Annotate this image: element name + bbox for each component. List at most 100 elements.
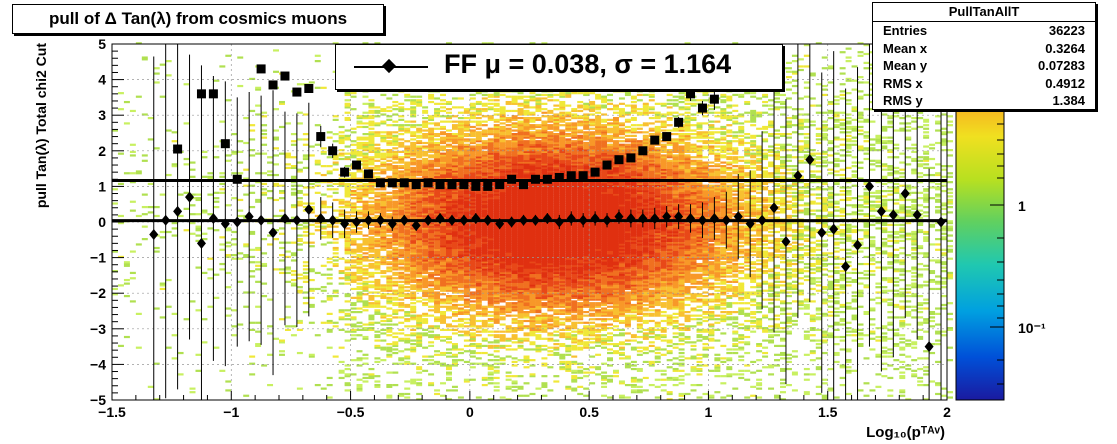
heatmap-cell <box>422 234 429 237</box>
heatmap-cell <box>374 278 381 282</box>
heatmap-cell <box>392 131 399 134</box>
heatmap-cell <box>368 150 375 153</box>
heatmap-cell <box>356 238 363 241</box>
heatmap-cell <box>279 191 285 194</box>
heatmap-cell <box>374 156 381 159</box>
heatmap-cell <box>231 257 238 260</box>
heatmap-cell <box>547 99 554 102</box>
heatmap-cell <box>398 157 405 161</box>
heatmap-cell <box>428 254 435 257</box>
heatmap-cell <box>147 116 154 120</box>
heatmap-cell <box>338 311 345 314</box>
heatmap-cell <box>487 287 494 291</box>
heatmap-cell <box>446 367 452 371</box>
heatmap-cell <box>451 344 458 348</box>
heatmap-cell <box>446 232 452 235</box>
heatmap-cell <box>428 170 435 173</box>
heatmap-cell <box>404 175 411 178</box>
heatmap-cell <box>463 303 470 307</box>
heatmap-cell <box>231 230 238 234</box>
heatmap-cell <box>434 296 441 299</box>
heatmap-cell <box>440 222 446 225</box>
heatmap-cell <box>380 202 387 205</box>
heatmap-cell <box>302 154 309 157</box>
heatmap-cell <box>457 189 464 193</box>
heatmap-cell <box>195 225 202 228</box>
heatmap-cell <box>416 177 423 180</box>
heatmap-cell <box>428 344 435 348</box>
heatmap-cell <box>398 222 405 225</box>
heatmap-cell <box>451 275 458 278</box>
heatmap-cell <box>398 133 405 136</box>
heatmap-cell <box>368 197 375 200</box>
heatmap-cell <box>434 149 441 152</box>
heatmap-cell <box>398 193 405 196</box>
heatmap-cell <box>547 109 554 113</box>
heatmap-cell <box>505 378 512 381</box>
heatmap-cell <box>505 375 512 378</box>
heatmap-cell <box>541 111 548 114</box>
heatmap-cell <box>416 245 423 248</box>
heatmap-cell <box>434 266 441 269</box>
heatmap-cell <box>398 118 405 121</box>
heatmap-cell <box>475 303 482 307</box>
heatmap-cell <box>410 202 417 205</box>
heatmap-cell <box>440 234 446 237</box>
heatmap-cell <box>493 302 500 305</box>
heatmap-cell <box>446 159 452 162</box>
heatmap-cell <box>356 387 363 390</box>
heatmap-cell <box>284 316 291 319</box>
heatmap-cell <box>344 230 351 234</box>
heatmap-cell <box>338 138 345 141</box>
heatmap-cell <box>374 300 381 303</box>
heatmap-cell <box>356 359 363 362</box>
heatmap-cell <box>481 255 488 259</box>
heatmap-cell <box>386 168 393 171</box>
heatmap-cell <box>463 147 470 150</box>
heatmap-cell <box>374 245 381 248</box>
heatmap-cell <box>320 264 327 267</box>
heatmap-cell <box>117 284 124 287</box>
heatmap-cell <box>451 133 458 136</box>
heatmap-cell <box>135 172 142 175</box>
heatmap-cell <box>487 213 494 216</box>
heatmap-cell <box>356 291 363 294</box>
heatmap-cell <box>231 243 238 246</box>
heatmap-cell <box>434 319 441 323</box>
heatmap-cell <box>380 195 387 198</box>
heatmap-cell <box>308 205 315 209</box>
heatmap-cell <box>374 175 381 178</box>
heatmap-cell <box>457 127 464 130</box>
heatmap-cell <box>362 156 369 159</box>
heatmap-cell <box>386 202 393 205</box>
heatmap-cell <box>410 284 417 287</box>
heatmap-cell <box>380 293 387 296</box>
heatmap-cell <box>481 250 488 253</box>
heatmap-cell <box>416 344 423 348</box>
heatmap-cell <box>457 266 464 269</box>
heatmap-cell <box>434 175 441 178</box>
heatmap-cell <box>344 184 351 187</box>
heatmap-cell <box>481 140 488 143</box>
heatmap-cell <box>398 156 405 159</box>
heatmap-cell <box>434 286 441 289</box>
heatmap-cell <box>356 275 363 278</box>
heatmap-cell <box>463 278 470 282</box>
heatmap-cell <box>446 296 452 299</box>
heatmap-cell <box>237 140 244 143</box>
heatmap-cell <box>440 271 446 275</box>
heatmap-cell <box>463 227 470 230</box>
heatmap-cell <box>392 209 399 212</box>
heatmap-cell <box>380 323 387 326</box>
heatmap-cell <box>487 173 494 177</box>
heatmap-cell <box>261 264 268 267</box>
heatmap-cell <box>338 232 345 235</box>
heatmap-cell <box>267 325 274 328</box>
heatmap-cell <box>469 223 476 226</box>
heatmap-cell <box>326 230 333 234</box>
heatmap-cell <box>171 234 178 237</box>
heatmap-cell <box>463 246 470 250</box>
heatmap-cell <box>368 104 375 107</box>
heatmap-cell <box>446 373 452 376</box>
heatmap-cell <box>368 138 375 141</box>
